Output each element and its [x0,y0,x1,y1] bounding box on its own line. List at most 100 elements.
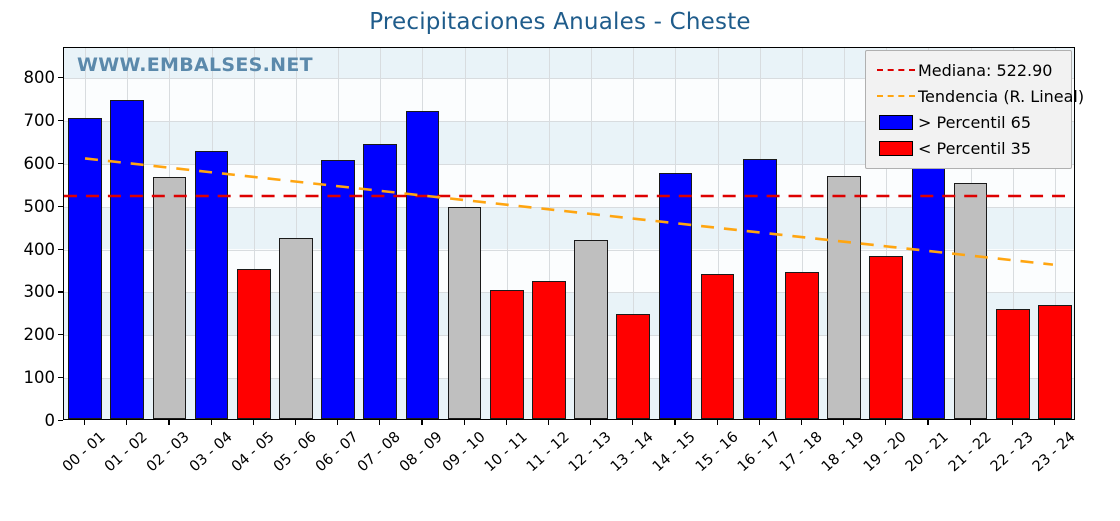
bar [1038,304,1072,419]
x-tick-mark [674,420,676,425]
bar [574,240,608,419]
bar [532,281,566,419]
y-tick-label: 400 [23,239,56,259]
x-tick-mark [590,420,592,425]
x-tick-mark [632,420,634,425]
y-tick-label: 300 [23,282,56,302]
legend-key [874,114,918,130]
x-tick-mark [758,420,760,425]
bar [953,183,988,419]
chart-figure: Precipitaciones Anuales - Cheste 0 100 200… [23,9,1085,475]
y-tick-label: 200 [23,325,56,345]
bar [321,159,355,419]
x-tick-mark [463,420,465,425]
y-tick-mark [58,119,63,122]
color-swatch-icon [879,140,913,156]
x-tick-mark [421,420,423,425]
x-tick-mark [1011,420,1013,425]
y-tick-mark [58,334,63,336]
y-tick-label: 500 [23,196,56,216]
y-tick-label: 600 [23,153,56,173]
reference-lines [64,157,1074,266]
band-200 [64,292,1074,336]
bar [279,238,313,419]
color-swatch-icon [879,114,913,130]
x-tick-mark [379,420,381,425]
bar [447,206,482,419]
x-tick-mark [969,420,971,425]
bar [489,289,524,419]
gridline-y-600 [64,163,1074,165]
legend-entry[interactable]: Tendencia (R. Lineal) [874,83,1084,109]
plot-area: WWW.EMBALSES.NET [63,47,1075,420]
bar [616,313,651,419]
x-tick-mark [505,420,507,425]
bar [405,111,440,419]
x-tick-mark [337,420,339,425]
bar [785,271,819,419]
bar [911,153,946,419]
x-tick-mark [168,420,170,425]
x-tick-mark [885,420,887,425]
bar [700,274,735,419]
gridline-y-400 [64,249,1074,251]
bar [68,118,102,419]
dashed-line-icon [877,95,915,97]
y-tick-mark [58,248,63,250]
legend-label: > Percentil 65 [918,112,1032,132]
x-tick-mark [843,420,845,425]
legend-entry[interactable]: < Percentil 35 [874,135,1063,161]
gridline-y-800 [64,78,1074,79]
bar [995,309,1030,419]
x-tick-mark [294,420,297,425]
gridline-x-11 [548,48,550,419]
y-tick-mark [58,162,63,164]
bar [742,158,777,419]
x-tick-mark [547,420,550,425]
gridline-x-15 [717,48,719,419]
gridline-y-100 [64,378,1074,380]
gridline-x-5 [295,48,297,419]
y-tick-label: 100 [23,368,56,388]
y-tick-mark [58,377,63,379]
x-tick-mark [800,420,803,425]
x-tick-mark [210,420,212,425]
gridline-y-700 [64,120,1074,122]
gridline-x-23 [1054,48,1056,419]
gridline-x-12 [591,48,593,419]
legend-label: Mediana: 522.90 [918,60,1053,80]
bar [658,173,693,419]
legend-label: < Percentil 35 [918,138,1032,158]
y-tick-label: 700 [23,110,56,130]
legend-key [874,95,918,97]
legend-key [874,140,918,156]
x-tick-mark [716,420,718,425]
x-tick-mark [84,420,86,425]
trend-line [84,157,1054,266]
x-tick-mark [252,420,254,425]
chart-legend[interactable]: Mediana: 522.90 Tendencia (R. Lineal) > Pe… [865,50,1084,169]
legend-entry[interactable]: Mediana: 522.90 [874,57,1063,83]
gridline-x-22 [1012,48,1014,419]
band-400 [64,206,1074,250]
y-tick-label: 800 [23,68,56,87]
band-0 [64,378,1074,419]
gridline-x-17 [801,48,803,419]
y-tick-mark [58,205,63,207]
x-tick-mark [927,420,929,425]
bar [236,268,271,419]
gridline-x-4 [253,48,255,419]
gridline-x-13 [633,48,635,419]
gridline-x-10 [506,48,508,419]
y-tick-mark [58,291,63,293]
dashed-line-icon [877,69,915,71]
legend-key [874,69,918,71]
y-tick-mark [58,420,63,422]
legend-label: Tendencia (R. Lineal) [918,86,1085,106]
bar [869,256,904,419]
y-tick-mark [58,77,63,79]
bar [152,176,187,419]
legend-entry[interactable]: > Percentil 65 [874,109,1063,135]
page-title: Precipitaciones Anuales - Cheste [369,9,751,35]
gridline-y-300 [64,292,1074,294]
